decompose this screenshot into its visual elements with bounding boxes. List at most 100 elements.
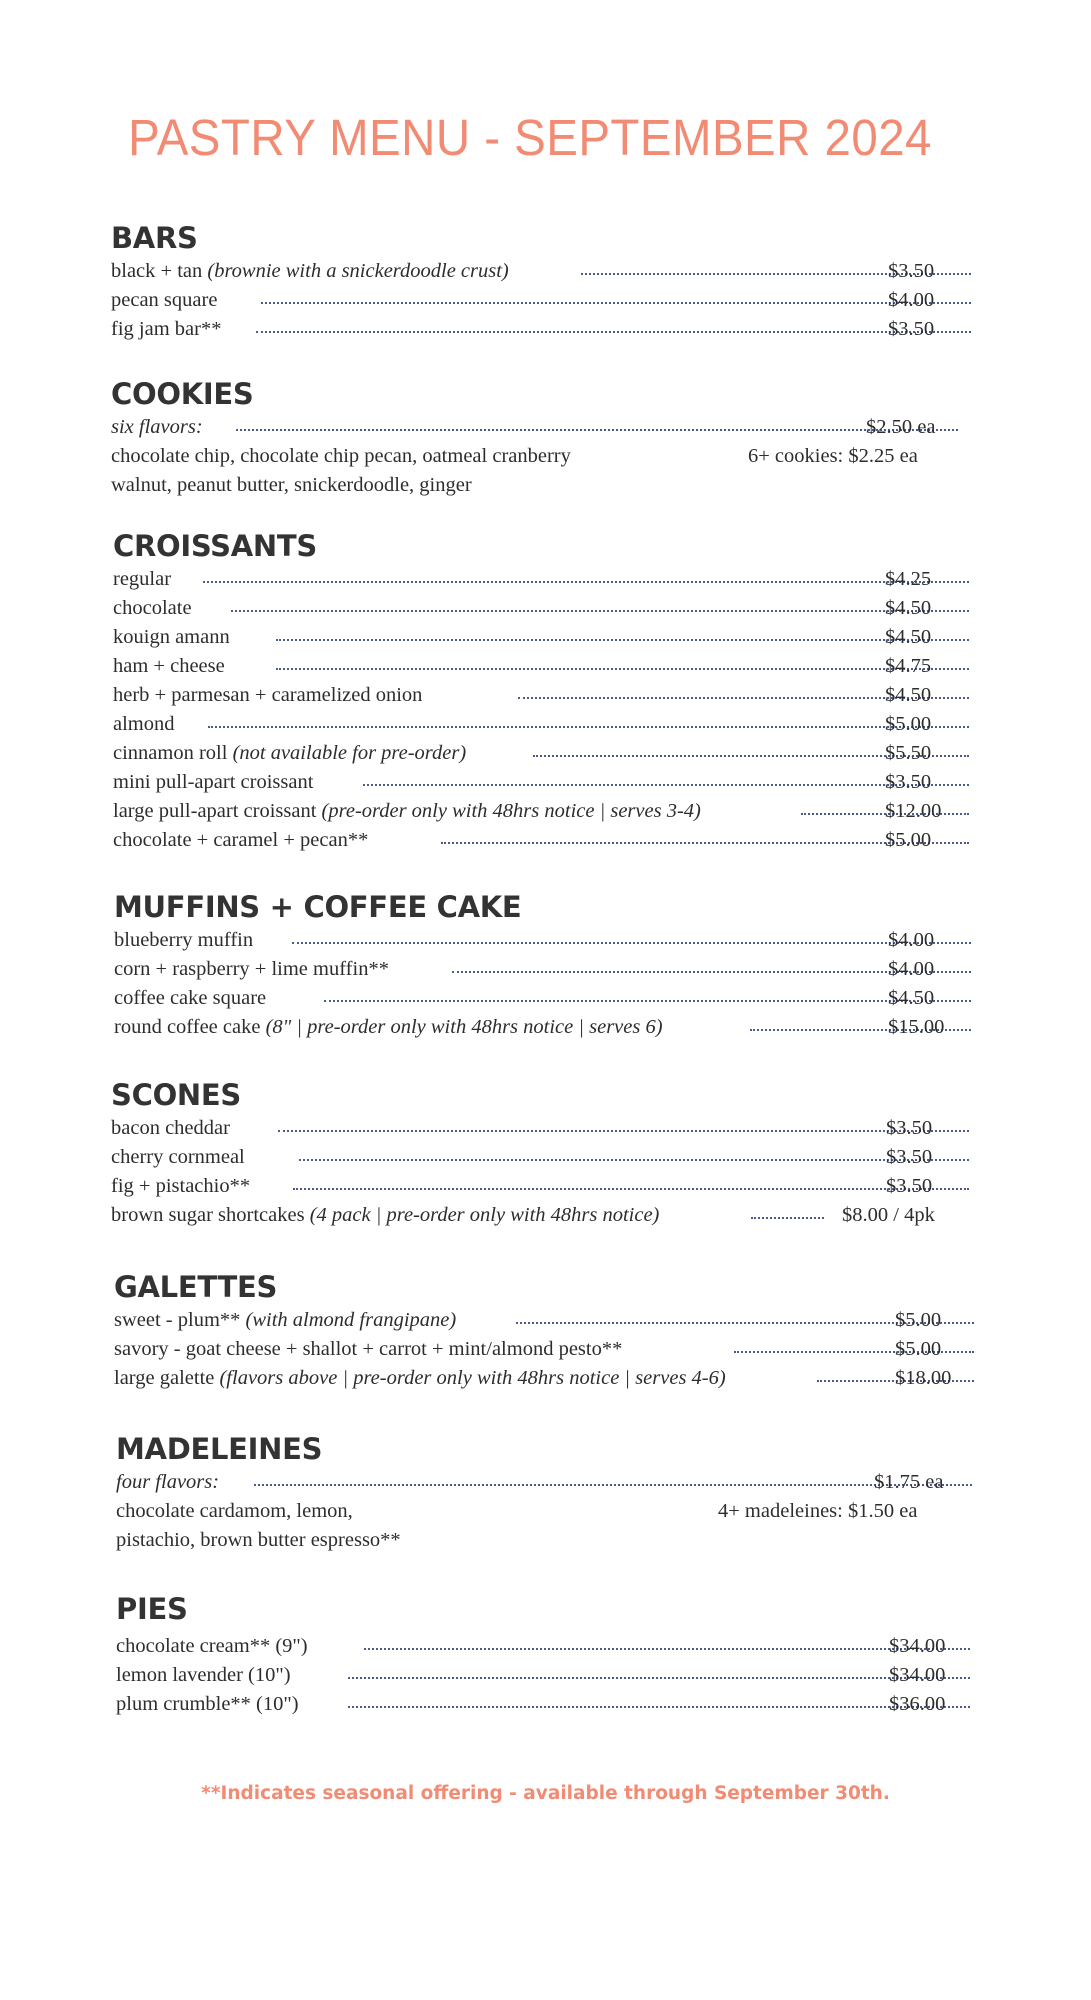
- section-muffins: MUFFINS + COFFEE CAKE blueberry muffin $…: [114, 888, 971, 1042]
- item-name: coffee cake square: [114, 987, 267, 1009]
- flavors-label: four flavors:: [116, 1471, 220, 1493]
- item-name: lemon lavender (10"): [116, 1664, 291, 1686]
- menu-item: cinnamon roll (not available for pre-ord…: [113, 739, 969, 768]
- menu-item: cherry cornmeal $3.50: [111, 1143, 969, 1172]
- item-name: almond: [113, 713, 175, 735]
- dot-leader: [533, 755, 969, 757]
- dot-leader: [364, 1648, 970, 1650]
- menu-item: sweet - plum** (with almond frangipane) …: [114, 1306, 974, 1335]
- section-galettes: GALETTES sweet - plum** (with almond fra…: [114, 1268, 974, 1393]
- item-price: $34.00: [889, 1664, 946, 1686]
- menu-item: kouign amann $4.50: [113, 623, 969, 652]
- dot-leader: [293, 1188, 969, 1190]
- item-name: large pull-apart croissant: [113, 800, 322, 822]
- menu-list: chocolate cream** (9") $34.00 lemon lave…: [116, 1632, 970, 1719]
- item-name: round coffee cake: [114, 1016, 266, 1038]
- dot-leader: [256, 331, 971, 333]
- item-note: (not available for pre-order): [232, 742, 467, 764]
- dot-leader: [324, 1000, 971, 1002]
- item-price: $5.00: [885, 713, 932, 735]
- dot-leader: [581, 273, 971, 275]
- item-price: $4.00: [888, 958, 935, 980]
- item-name: cherry cornmeal: [111, 1146, 245, 1168]
- item-name: herb + parmesan + caramelized onion: [113, 684, 423, 706]
- section-heading: CROISSANTS: [113, 529, 317, 563]
- menu-item: brown sugar shortcakes (4 pack | pre-ord…: [111, 1201, 935, 1230]
- dot-leader: [276, 668, 969, 670]
- item-price: $4.25: [885, 568, 932, 590]
- menu-item: herb + parmesan + caramelized onion $4.5…: [113, 681, 969, 710]
- flavors-row: chocolate chip, chocolate chip pecan, oa…: [111, 442, 918, 471]
- dot-leader: [231, 610, 969, 612]
- section-bars: BARS black + tan (brownie with a snicker…: [111, 219, 971, 344]
- item-name: black + tan: [111, 260, 208, 282]
- dot-leader: [299, 1159, 969, 1161]
- item-name: pecan square: [111, 289, 218, 311]
- section-heading: MADELEINES: [116, 1432, 323, 1466]
- section-heading: BARS: [111, 221, 198, 255]
- menu-item: coffee cake square $4.50: [114, 984, 971, 1013]
- item-price: $12.00: [885, 800, 942, 822]
- item-price: $3.50: [888, 318, 935, 340]
- item-price: $4.00: [888, 289, 935, 311]
- item-price: $2.50 ea: [866, 416, 936, 438]
- item-name: cinnamon roll: [113, 742, 233, 764]
- item-price: $3.50: [888, 260, 935, 282]
- menu-item: bacon cheddar $3.50: [111, 1114, 969, 1143]
- section-croissants: CROISSANTS regular $4.25 chocolate $4.50…: [113, 527, 969, 855]
- menu-item: ham + cheese $4.75: [113, 652, 969, 681]
- dot-leader: [452, 971, 971, 973]
- flavors-row: pistachio, brown butter espresso**: [116, 1526, 401, 1555]
- flavors-label: six flavors:: [111, 416, 203, 438]
- menu-item: chocolate cream** (9") $34.00: [116, 1632, 970, 1661]
- dot-leader: [261, 302, 971, 304]
- item-price: $3.50: [885, 771, 932, 793]
- dot-leader: [254, 1484, 972, 1486]
- menu-item: four flavors: $1.75 ea: [116, 1468, 972, 1497]
- dot-leader: [441, 842, 969, 844]
- item-price: $3.50: [886, 1117, 933, 1139]
- section-madeleines: MADELEINES four flavors: $1.75 ea chocol…: [116, 1430, 972, 1555]
- item-price: $4.50: [885, 626, 932, 648]
- item-price: $1.75 ea: [874, 1471, 944, 1493]
- item-name: chocolate + caramel + pecan**: [113, 829, 369, 851]
- menu-list: sweet - plum** (with almond frangipane) …: [114, 1306, 974, 1393]
- dot-leader: [348, 1706, 970, 1708]
- menu-item: chocolate + caramel + pecan** $5.00: [113, 826, 969, 855]
- item-name: fig + pistachio**: [111, 1175, 251, 1197]
- dot-leader: [516, 1322, 974, 1324]
- item-price: $5.50: [885, 742, 932, 764]
- menu-item: blueberry muffin $4.00: [114, 926, 971, 955]
- section-cookies: COOKIES six flavors: $2.50 ea chocolate …: [111, 375, 958, 500]
- page-title: PASTRY MENU - SEPTEMBER 2024: [128, 109, 932, 166]
- item-name: savory - goat cheese + shallot + carrot …: [114, 1338, 623, 1360]
- section-heading: COOKIES: [111, 377, 254, 411]
- bulk-price: 4+ madeleines: $1.50 ea: [718, 1500, 918, 1522]
- item-note: (8" | pre-order only with 48hrs notice |…: [265, 1016, 663, 1038]
- menu-item: regular $4.25: [113, 565, 969, 594]
- item-name: blueberry muffin: [114, 929, 254, 951]
- item-price: $34.00: [889, 1635, 946, 1657]
- menu-item: lemon lavender (10") $34.00: [116, 1661, 970, 1690]
- menu-item: corn + raspberry + lime muffin** $4.00: [114, 955, 971, 984]
- section-heading: SCONES: [111, 1078, 241, 1112]
- flavors-list: walnut, peanut butter, snickerdoodle, gi…: [111, 474, 472, 496]
- menu-item: savory - goat cheese + shallot + carrot …: [114, 1335, 974, 1364]
- bulk-price: 6+ cookies: $2.25 ea: [748, 445, 918, 467]
- item-name: large galette: [114, 1367, 220, 1389]
- flavors-list: chocolate chip, chocolate chip pecan, oa…: [111, 445, 571, 467]
- item-name: ham + cheese: [113, 655, 225, 677]
- menu-item: pecan square $4.00: [111, 286, 971, 315]
- item-note: (with almond frangipane): [245, 1309, 457, 1331]
- item-price: $4.50: [888, 987, 935, 1009]
- menu-list: blueberry muffin $4.00 corn + raspberry …: [114, 926, 971, 1042]
- item-price: $4.50: [885, 597, 932, 619]
- item-note: (pre-order only with 48hrs notice | serv…: [321, 800, 701, 822]
- dot-leader: [348, 1677, 970, 1679]
- section-heading: GALETTES: [114, 1270, 278, 1304]
- dot-leader: [801, 813, 969, 815]
- dot-leader: [817, 1380, 974, 1382]
- dot-leader: [236, 429, 958, 431]
- flavors-row: chocolate cardamom, lemon, 4+ madeleines…: [116, 1497, 917, 1526]
- item-name: chocolate: [113, 597, 192, 619]
